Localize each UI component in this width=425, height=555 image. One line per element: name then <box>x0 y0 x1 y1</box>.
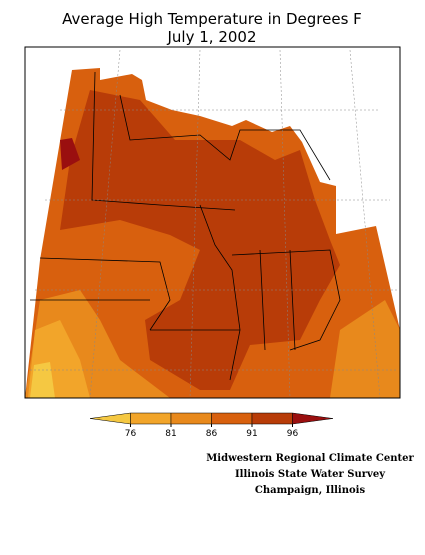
map <box>24 46 401 399</box>
legend-swatch <box>170 412 212 425</box>
credit: Midwestern Regional Climate Center <box>206 453 414 464</box>
credit: Illinois State Water Survey <box>235 469 386 480</box>
subtitle: July 1, 2002 <box>167 28 257 46</box>
legend-swatch <box>251 412 293 425</box>
legend-label: 86 <box>206 429 218 439</box>
legend-swatch <box>89 412 131 425</box>
title: Average High Temperature in Degrees F <box>62 10 362 28</box>
legend-label: 76 <box>125 429 137 439</box>
legend-swatch <box>130 412 172 425</box>
legend-label: 96 <box>287 429 299 439</box>
legend-swatch <box>292 412 334 425</box>
color-legend: 76 81 86 91 96 <box>89 412 334 439</box>
legend-label: 91 <box>246 429 257 439</box>
legend-swatch <box>211 412 253 425</box>
credit: Champaign, Illinois <box>255 485 366 496</box>
legend-label: 81 <box>165 429 176 439</box>
